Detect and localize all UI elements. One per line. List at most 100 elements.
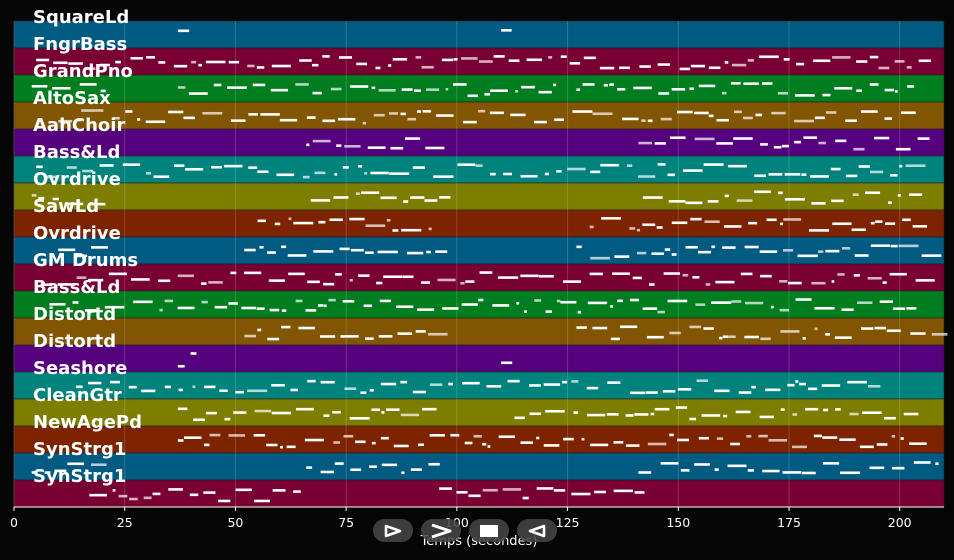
forward-button[interactable] bbox=[421, 519, 461, 542]
note-mark bbox=[716, 142, 733, 145]
note-mark bbox=[878, 66, 890, 70]
note-mark bbox=[629, 227, 636, 230]
note-mark bbox=[137, 118, 141, 121]
note-mark bbox=[306, 116, 316, 119]
note-mark bbox=[889, 272, 907, 276]
note-mark bbox=[230, 271, 237, 275]
play-button[interactable] bbox=[373, 519, 413, 542]
note-mark bbox=[832, 222, 852, 226]
note-mark bbox=[854, 254, 869, 257]
note-mark bbox=[76, 385, 83, 389]
note-mark bbox=[724, 194, 729, 198]
note-mark bbox=[638, 175, 656, 178]
track-label: NewAgePd bbox=[33, 412, 143, 433]
note-mark bbox=[856, 89, 862, 93]
note-mark bbox=[795, 380, 799, 383]
note-mark bbox=[252, 83, 266, 87]
note-mark bbox=[304, 438, 324, 442]
note-mark bbox=[802, 336, 806, 340]
note-mark bbox=[406, 251, 424, 255]
note-mark bbox=[468, 494, 481, 498]
note-mark bbox=[778, 191, 783, 195]
note-mark bbox=[211, 165, 222, 169]
note-mark bbox=[907, 85, 915, 88]
note-mark bbox=[690, 64, 706, 68]
note-mark bbox=[337, 117, 356, 121]
note-mark bbox=[272, 489, 286, 492]
note-mark bbox=[711, 245, 716, 249]
note-mark bbox=[314, 171, 326, 175]
track-lane bbox=[13, 101, 945, 130]
stop-button[interactable] bbox=[469, 519, 509, 542]
note-mark bbox=[682, 169, 703, 172]
note-mark bbox=[825, 249, 840, 253]
note-mark bbox=[747, 59, 754, 62]
note-mark bbox=[281, 309, 287, 312]
track-lane bbox=[13, 479, 945, 508]
note-mark bbox=[536, 487, 554, 490]
note-mark bbox=[244, 334, 256, 338]
note-mark bbox=[890, 173, 898, 177]
note-mark bbox=[801, 471, 816, 475]
note-mark bbox=[831, 280, 835, 283]
note-mark bbox=[891, 435, 896, 438]
note-mark bbox=[462, 120, 477, 124]
note-mark bbox=[378, 89, 396, 92]
note-mark bbox=[808, 387, 818, 391]
note-mark bbox=[714, 468, 719, 471]
note-mark bbox=[629, 391, 646, 395]
note-mark bbox=[205, 60, 226, 64]
note-mark bbox=[571, 492, 591, 496]
note-mark bbox=[694, 111, 709, 115]
note-mark bbox=[335, 273, 342, 276]
note-mark bbox=[288, 217, 292, 221]
note-mark bbox=[563, 437, 574, 441]
note-mark bbox=[507, 379, 520, 383]
note-mark bbox=[874, 326, 887, 330]
note-mark bbox=[90, 67, 96, 71]
note-mark bbox=[389, 172, 410, 175]
note-mark bbox=[322, 119, 336, 123]
note-mark bbox=[307, 280, 320, 284]
rewind-button[interactable] bbox=[517, 519, 557, 542]
note-mark bbox=[424, 199, 438, 202]
note-mark bbox=[747, 469, 754, 472]
note-mark bbox=[46, 175, 58, 179]
note-mark bbox=[482, 488, 498, 492]
note-mark bbox=[313, 250, 334, 253]
track-label: GrandPno bbox=[33, 61, 133, 82]
note-mark bbox=[145, 171, 152, 175]
note-mark bbox=[748, 221, 758, 225]
note-mark bbox=[342, 299, 355, 303]
note-mark bbox=[358, 274, 370, 277]
note-mark bbox=[268, 279, 285, 282]
note-mark bbox=[177, 407, 188, 411]
note-mark bbox=[869, 466, 885, 470]
note-mark bbox=[164, 385, 171, 389]
note-mark bbox=[636, 251, 647, 255]
note-mark bbox=[698, 250, 712, 254]
note-mark bbox=[174, 164, 185, 167]
note-mark bbox=[754, 190, 771, 194]
note-mark bbox=[669, 433, 674, 437]
note-mark bbox=[84, 309, 97, 312]
note-mark bbox=[826, 111, 837, 114]
track-label: Ovrdrive bbox=[33, 169, 121, 190]
note-mark bbox=[228, 302, 238, 305]
note-mark bbox=[279, 445, 284, 449]
note-mark bbox=[288, 272, 305, 276]
note-mark bbox=[318, 220, 326, 224]
note-mark bbox=[830, 167, 841, 171]
note-mark bbox=[113, 116, 120, 120]
note-mark bbox=[177, 274, 194, 278]
note-mark bbox=[744, 245, 759, 249]
note-mark bbox=[906, 66, 912, 69]
note-mark bbox=[414, 89, 422, 93]
note-mark bbox=[334, 462, 344, 465]
x-tick-label: 0 bbox=[10, 515, 18, 530]
note-mark bbox=[794, 94, 815, 97]
note-mark bbox=[619, 66, 630, 70]
note-mark bbox=[344, 144, 361, 148]
note-mark bbox=[224, 417, 231, 421]
note-mark bbox=[88, 278, 104, 282]
